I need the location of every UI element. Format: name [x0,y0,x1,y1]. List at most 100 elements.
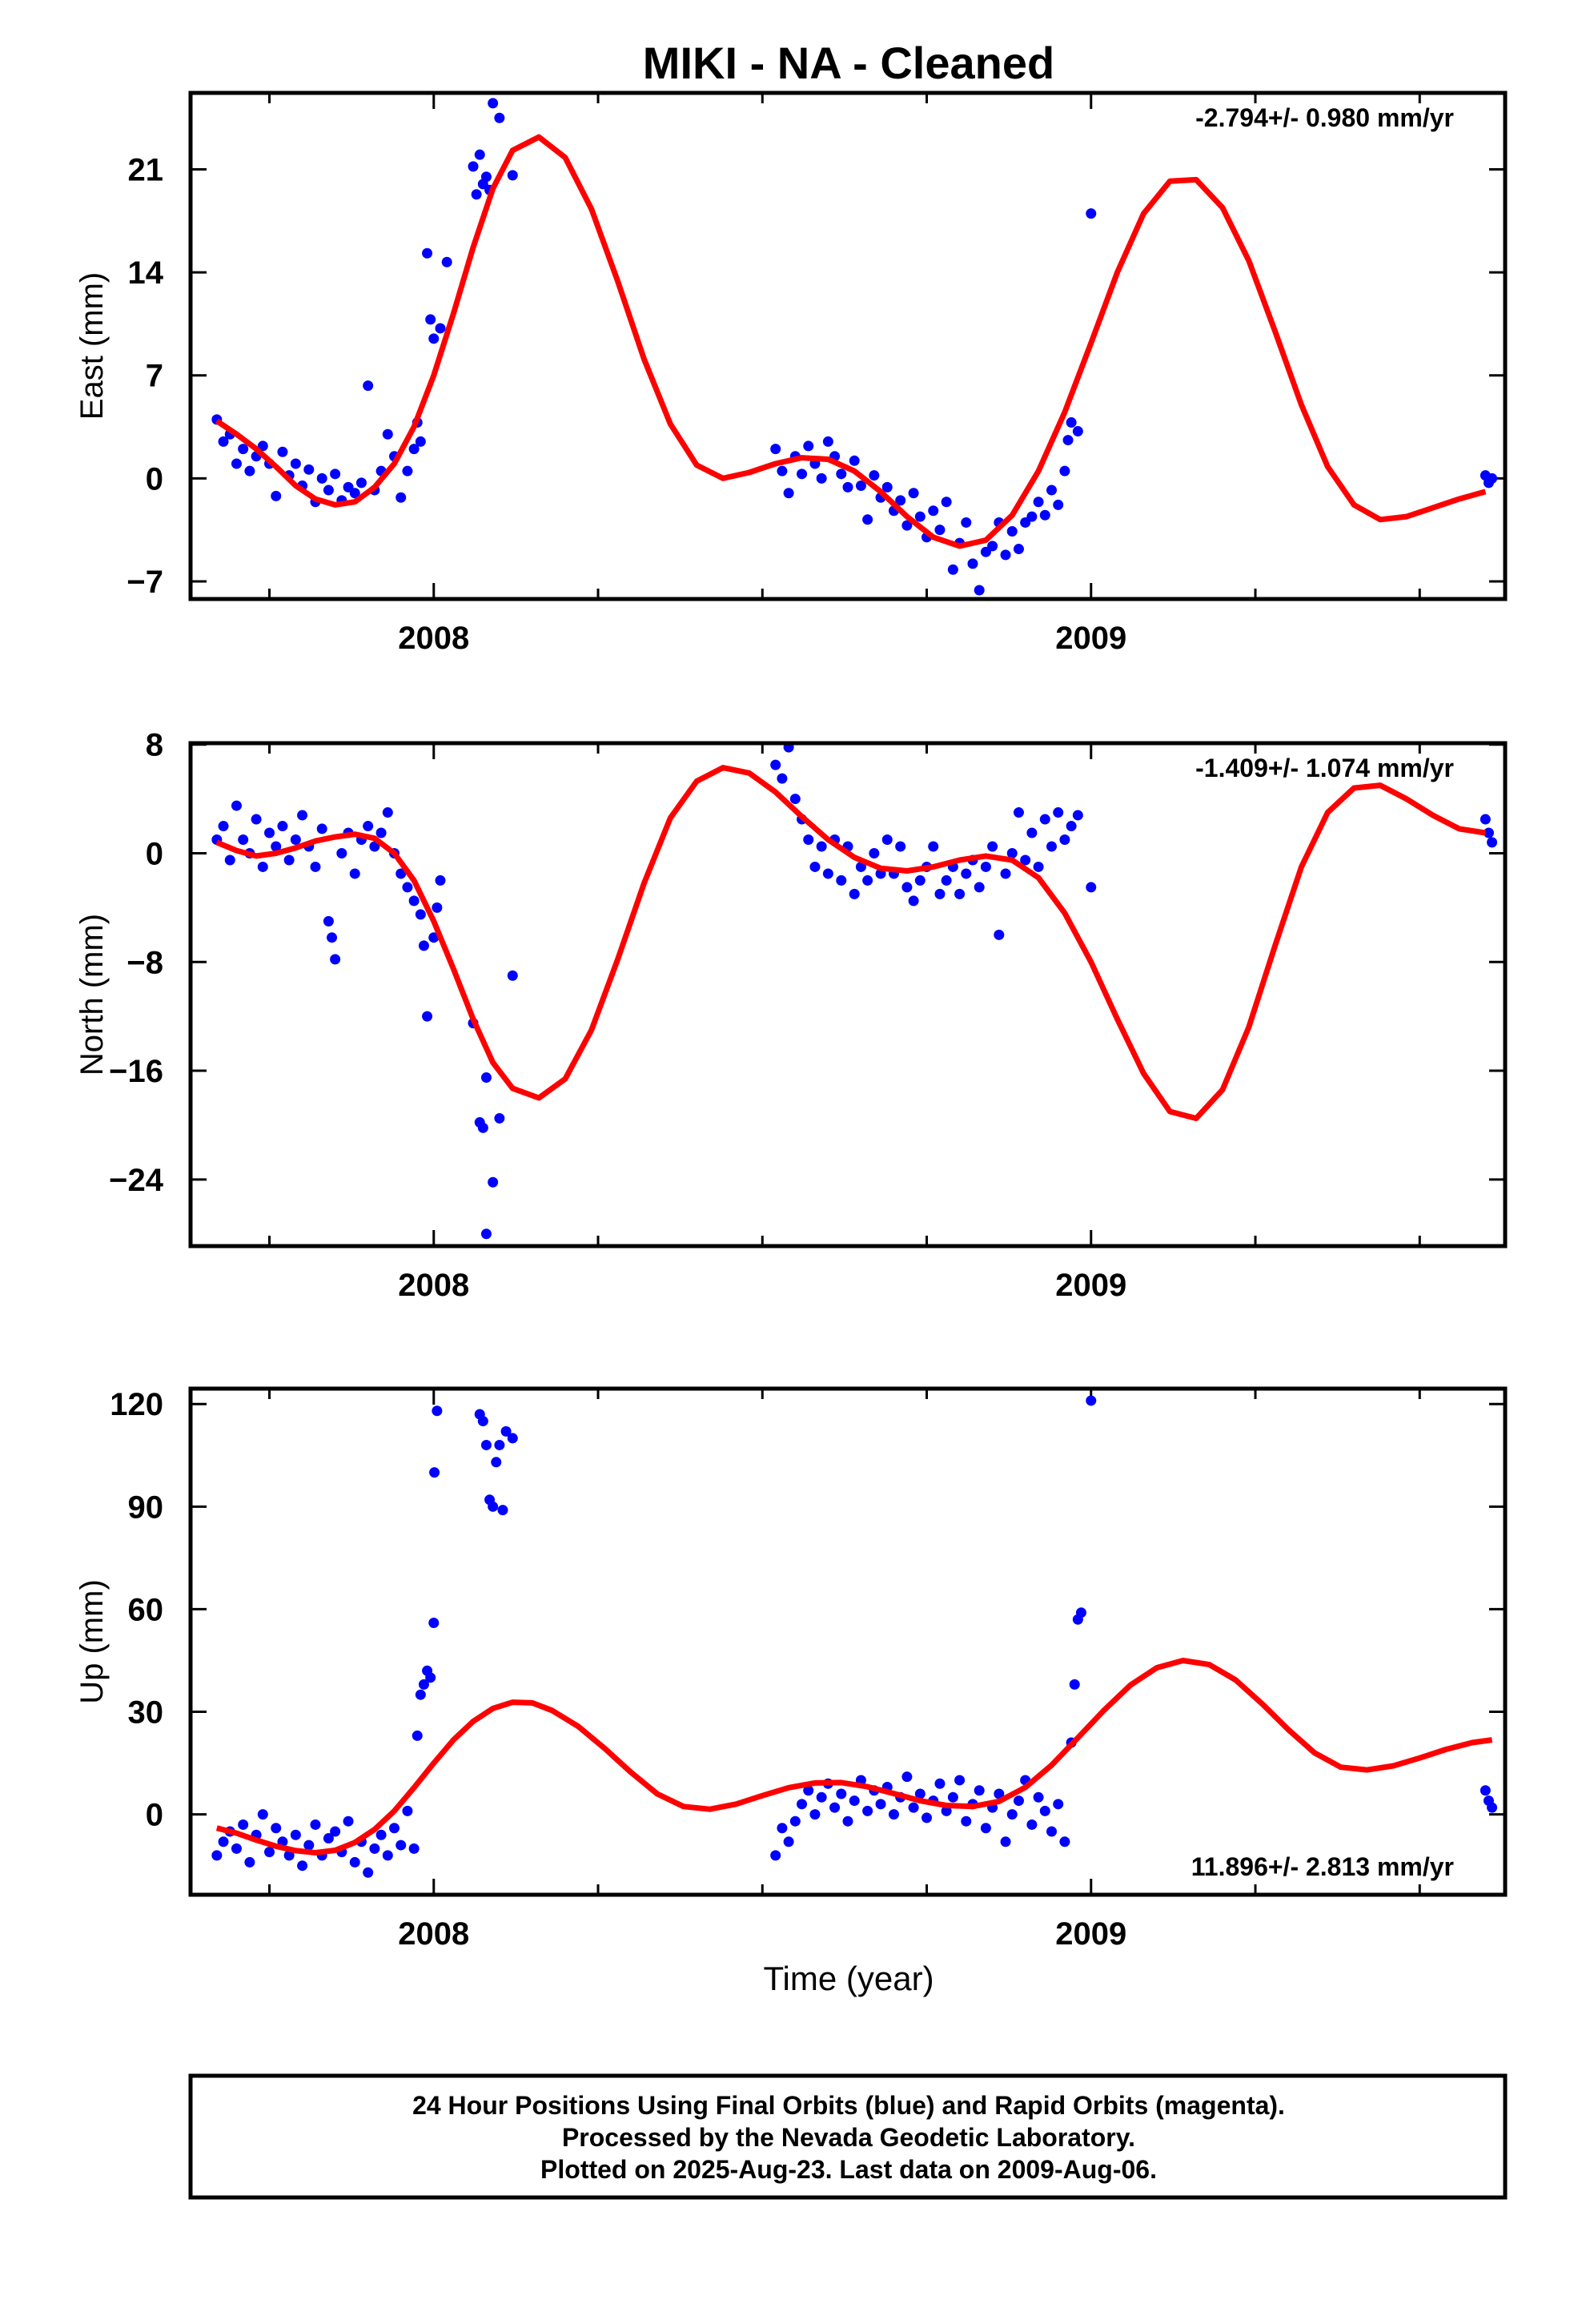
north-points [211,743,1498,1240]
north-data-point [783,743,794,753]
east-data-point [987,541,998,552]
up-data-point [297,1860,308,1872]
up-data-point [1046,1826,1058,1837]
east-data-point [816,472,827,484]
north-data-point [980,861,991,872]
east-data-point [480,171,492,183]
north-xtick-label: 2009 [1055,1268,1126,1303]
up-data-point [491,1457,502,1468]
up-data-point [415,1689,426,1700]
up-data-point [1075,1607,1086,1618]
north-data-point [363,821,374,832]
up-data-point [375,1829,387,1840]
north-data-point [375,827,387,838]
east-data-point [1000,549,1011,561]
east-data-point [895,495,906,506]
east-data-point [290,458,301,469]
north-data-point [382,807,393,818]
east-data-point [836,468,847,480]
north-data-point [257,861,268,872]
east-data-point [428,333,440,344]
north-data-point [869,847,880,858]
north-data-point [369,841,380,852]
east-data-point [1062,435,1074,446]
north-data-point [1026,827,1038,838]
north-data-point [974,882,985,893]
east-data-point [961,517,972,528]
up-data-point [231,1843,242,1854]
east-data-point [303,464,315,475]
north-data-point [435,875,446,886]
east-data-point [822,436,833,447]
up-data-point [974,1785,985,1796]
up-data-point [961,1815,972,1827]
footer-line-1: 24 Hour Positions Using Final Orbits (bl… [412,2091,1285,2120]
up-data-point [836,1788,847,1799]
up-data-point [934,1778,946,1789]
north-data-point [1059,834,1070,846]
north-data-point [1487,837,1498,848]
north-data-point [323,915,334,927]
up-data-point [480,1439,492,1450]
up-data-point [901,1771,913,1783]
east-data-point [415,436,426,447]
east-ytick-label: 21 [128,153,164,188]
north-data-point [961,868,972,879]
east-data-point [330,468,341,480]
up-data-point [1059,1836,1070,1848]
north-data-point [1053,807,1064,818]
north-data-point [770,759,781,770]
up-data-point [1006,1809,1018,1820]
north-fit-curve [215,765,1486,1121]
north-ytick-label: −24 [109,1163,164,1198]
up-data-point [1480,1785,1491,1796]
north-data-point [862,875,873,886]
north-data-point [316,823,327,834]
north-data-point [928,841,939,852]
up-ytick-label: 90 [128,1490,164,1525]
up-data-point [1053,1799,1064,1810]
up-data-point [862,1805,873,1816]
north-rate-label: -1.409+/- 1.074 mm/yr [1195,754,1454,782]
east-data-point [869,470,880,481]
north-data-point [290,834,301,846]
east-data-point [231,458,242,469]
up-data-point [842,1815,853,1827]
east-fit-curve [215,134,1487,549]
north-data-point [231,800,242,811]
east-data-point [425,314,436,325]
east-data-point [396,492,407,503]
up-data-point [432,1405,443,1417]
up-data-point [875,1799,886,1810]
north-data-point [480,1228,492,1240]
up-data-point [271,1823,282,1834]
up-data-point [797,1799,808,1810]
north-xtick-label: 2008 [398,1268,469,1303]
north-data-point [1013,807,1024,818]
north-data-point [480,1072,492,1084]
north-data-point [310,861,321,872]
footer-box [188,2073,1508,2200]
up-data-point [1487,1802,1498,1813]
up-data-point [369,1843,380,1854]
north-data-point [822,868,833,879]
east-data-point [441,256,452,267]
east-data-point [803,440,814,452]
north-data-point [264,827,275,838]
north-data-point [349,868,360,879]
east-data-point [947,564,958,575]
north-y-axis-label: North (mm) [74,914,110,1076]
up-data-point [980,1823,991,1834]
up-data-point [816,1791,827,1803]
north-data-point [934,888,946,899]
up-data-point [349,1856,360,1868]
up-data-point [908,1802,919,1813]
north-data-point [297,810,308,821]
east-ytick-label: −7 [126,565,163,600]
up-data-point [494,1439,505,1450]
north-data-point [238,834,249,846]
east-data-point [468,161,479,172]
east-data-point [1013,544,1024,555]
east-data-point [488,98,499,109]
